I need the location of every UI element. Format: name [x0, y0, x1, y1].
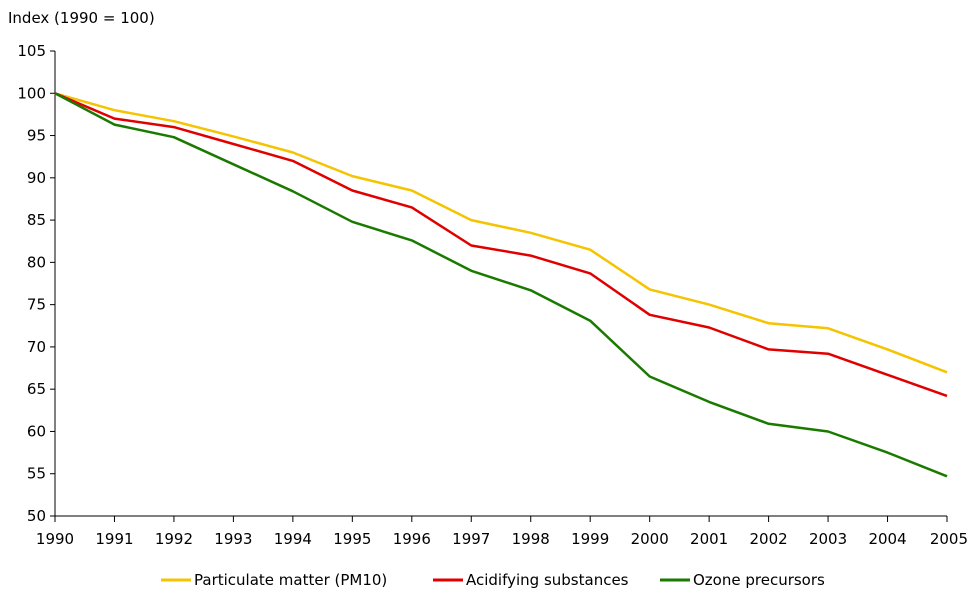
legend-label: Acidifying substances [466, 571, 629, 589]
y-tick-label: 95 [27, 127, 46, 145]
y-tick-label: 70 [27, 338, 46, 356]
x-tick-label: 2003 [809, 530, 847, 548]
legend-item: Acidifying substances [433, 571, 629, 589]
y-tick-label: 60 [27, 422, 46, 440]
legend-item: Ozone precursors [660, 571, 825, 589]
y-tick-label: 105 [17, 42, 46, 60]
series-line-3 [54, 92, 948, 478]
y-axis-title: Index (1990 = 100) [8, 9, 155, 27]
y-tick-label: 65 [27, 380, 46, 398]
y-tick-label: 90 [27, 169, 46, 187]
series-line-2 [54, 92, 948, 398]
y-tick-label: 50 [27, 507, 46, 525]
x-tick-label: 2000 [631, 530, 669, 548]
x-tick-label: 1996 [393, 530, 431, 548]
y-tick-label: 55 [27, 465, 46, 483]
x-tick-label: 2001 [690, 530, 728, 548]
y-tick-label: 75 [27, 296, 46, 314]
axes: 50 55 60 65 70 75 80 85 90 95 100 105 1990 1991 1992 19… [17, 42, 968, 548]
x-tick-label: 2005 [930, 530, 968, 548]
x-tick-label: 1994 [274, 530, 312, 548]
x-tick-label: 1997 [452, 530, 490, 548]
y-tick-label: 85 [27, 211, 46, 229]
x-tick-label: 2004 [868, 530, 906, 548]
legend: Particulate matter (PM10) Acidifying subs… [161, 571, 825, 589]
x-tick-label: 1992 [155, 530, 193, 548]
legend-label: Ozone precursors [693, 571, 825, 589]
x-tick-label: 1998 [512, 530, 550, 548]
x-tick-label: 1999 [571, 530, 609, 548]
x-tick-label: 1991 [95, 530, 133, 548]
legend-item: Particulate matter (PM10) [161, 571, 387, 589]
x-tick-label: 1990 [36, 530, 74, 548]
x-tick-label: 1995 [333, 530, 371, 548]
series-line-1 [54, 92, 948, 374]
x-tick-label: 2002 [750, 530, 788, 548]
y-tick-label: 80 [27, 253, 46, 271]
x-tick-label: 1993 [214, 530, 252, 548]
series-layer [54, 92, 948, 478]
y-tick-label: 100 [17, 84, 46, 102]
legend-label: Particulate matter (PM10) [194, 571, 387, 589]
